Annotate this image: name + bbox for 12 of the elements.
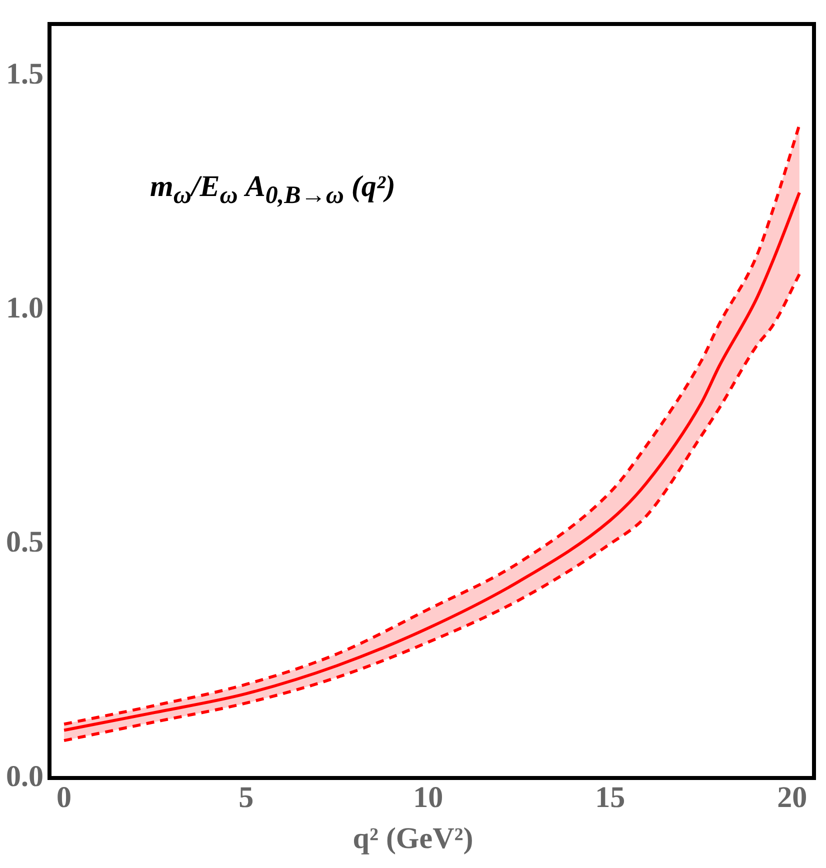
y-tick-label: 0.5	[6, 526, 44, 559]
x-tick-label: 20	[777, 780, 808, 814]
x-tick-label: 5	[238, 780, 254, 814]
x-tick-label: 10	[413, 780, 444, 814]
y-tick-label: 1.0	[6, 291, 44, 324]
y-tick-label: 0.0	[6, 760, 44, 793]
x-tick-label: 0	[56, 780, 72, 814]
y-tick-label: 1.5	[6, 57, 44, 90]
x-axis-title: q² (GeV²)	[352, 822, 474, 856]
x-tick-label: 15	[595, 780, 626, 814]
annotation: m$_{ω}$/E$_{ω}$ A$_{0,B→ω}$ (q²)	[150, 170, 396, 210]
line-series	[62, 272, 801, 742]
